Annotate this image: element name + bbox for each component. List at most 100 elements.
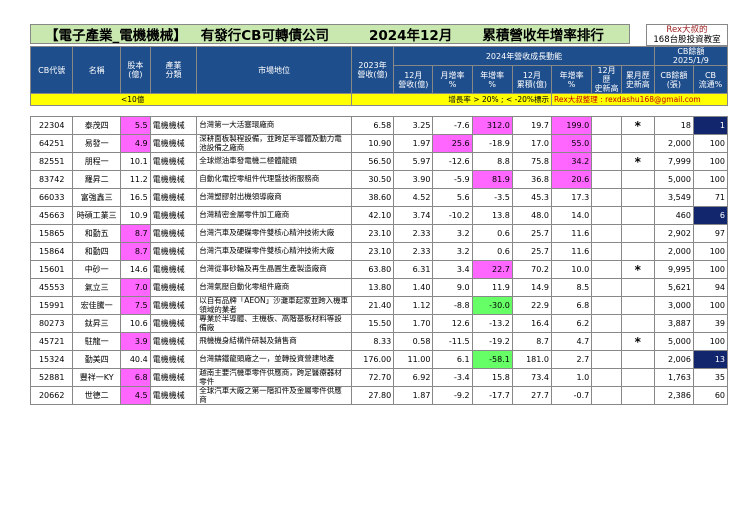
position-cell: 深耕面板製程設備，並跨足半導體及動力電池設備之廠商 [196, 134, 352, 153]
cum-cell: 73.4 [511, 368, 552, 387]
cum-yoy-cell: 11.6 [550, 224, 593, 243]
cb-code-cell: 15865 [29, 224, 74, 243]
table-row[interactable]: 15601 中砂一 14.6 電機機械 台灣從事砂輪及再生晶圓生產製造廠商 63.80 6.… [29, 260, 729, 279]
dec-rev-cell: 3.25 [393, 116, 434, 135]
industry-cell: 電機機械 [149, 314, 198, 333]
table-row[interactable]: 80273 鈦昇三 10.6 電機機械 專業於半導體、主機板、高階基板材料等設備廠 15.… [29, 314, 729, 333]
table-row[interactable]: 83742 羅昇二 11.2 電機機械 自動化電控零組件代理暨技術服務商 30.50 3.9… [29, 170, 729, 189]
title-period: 2024年12月 [368, 28, 453, 44]
dec-rev-cell: 1.87 [393, 386, 434, 405]
table-row[interactable]: 82551 朋程一 10.1 電機機械 全球燃油車發電機二極體龍頭 56.50 5.97 -1… [29, 152, 729, 171]
cum-cell: 181.0 [511, 350, 552, 369]
industry-cell: 電機機械 [149, 350, 198, 369]
table-row[interactable]: 45721 駐龍一 3.9 電機機械 飛機機身結構件研製及銷售商 8.33 0.58 -11.… [29, 332, 729, 351]
industry-cell: 電機機械 [149, 188, 198, 207]
table-row[interactable]: 20662 世德二 4.5 電機機械 全球汽車大廠之第一階扣件及金屬零件供應商 27.80… [29, 386, 729, 405]
dec-rev-cell: 6.92 [393, 368, 434, 387]
capital-cell: 3.9 [120, 332, 151, 351]
cb-flow-cell: 100 [692, 134, 729, 153]
dec-high-cell [591, 314, 622, 333]
dec-high-cell [591, 386, 622, 405]
dec-rev-cell: 0.58 [393, 332, 434, 351]
industry-cell: 電機機械 [149, 206, 198, 225]
cb-flow-cell: 100 [692, 152, 729, 171]
rev2023-cell: 13.80 [350, 278, 395, 297]
position-cell: 越南主要汽機車零件供應商，跨足醫療器材零件 [196, 368, 352, 387]
cum-yoy-cell: 6.8 [550, 296, 593, 315]
cb-balance-cell: 9,995 [653, 260, 694, 279]
table-row[interactable]: 45663 時碩工業三 10.9 電機機械 台灣精密金屬零件加工廠商 42.10 3.74-… [29, 206, 729, 225]
table-row[interactable]: 15864 和勤四 8.7 電機機械 台灣汽車及硬碟零件雙核心精沖技術大廠 23.10 2.… [29, 242, 729, 261]
rev2023-cell: 72.70 [350, 368, 395, 387]
cb-flow-cell: 60 [692, 386, 729, 405]
cum-cell: 48.0 [511, 206, 552, 225]
capital-cell: 16.5 [120, 188, 151, 207]
cb-flow-cell: 1 [692, 116, 729, 135]
cb-balance-cell: 3,549 [653, 188, 694, 207]
name-cell: 泰茂四 [72, 116, 122, 135]
rev2023-cell: 15.50 [350, 314, 395, 333]
dec-high-cell [591, 206, 622, 225]
table-row[interactable]: 66033 富強鑫三 16.5 電機機械 台灣塑膠射出機領導廠商 38.60 4.52 5.6… [29, 188, 729, 207]
position-cell: 以自有品牌「AEON」沙灘車起家並跨入機車領域的業者 [196, 296, 352, 315]
cum-cell: 19.7 [511, 116, 552, 135]
mom-cell: 6.1 [432, 350, 473, 369]
table-row[interactable]: 52881 豐祥一KY 6.8 電機機械 越南主要汽機車零件供應商，跨足醫療器材零件 72… [29, 368, 729, 387]
cum-yoy-cell: 34.2 [550, 152, 593, 171]
mom-cell: 9.0 [432, 278, 473, 297]
table-row[interactable]: 15991 宏佳騰一 7.5 電機機械 以自有品牌「AEON」沙灘車起家並跨入機車領域的… [29, 296, 729, 315]
cum-yoy-cell: 1.0 [550, 368, 593, 387]
capital-threshold-note: <10億 [30, 93, 352, 106]
industry-cell: 電機機械 [149, 368, 198, 387]
cum-yoy-cell: 10.0 [550, 260, 593, 279]
capital-cell: 6.8 [120, 368, 151, 387]
capital-cell: 10.6 [120, 314, 151, 333]
dec-high-cell [591, 134, 622, 153]
cum-yoy-cell: -0.7 [550, 386, 593, 405]
dec-high-cell [591, 332, 622, 351]
cum-yoy-cell: 17.3 [550, 188, 593, 207]
mom-cell: -7.6 [432, 116, 473, 135]
rev2023-cell: 56.50 [350, 152, 395, 171]
rev2023-cell: 21.40 [350, 296, 395, 315]
dec-rev-cell: 1.70 [393, 314, 434, 333]
industry-cell: 電機機械 [149, 152, 198, 171]
title-bar: 【電子產業_電機機械】 有發行CB可轉債公司 2024年12月 累積營收年增率排… [30, 24, 630, 44]
growth-threshold-note: 增長率 > 20% ; < -20%標示 [350, 93, 552, 106]
table-row[interactable]: 45553 氣立三 7.0 電機機械 台灣氣壓自動化零組件廠商 13.80 1.40 9.0 1… [29, 278, 729, 297]
cum-cell: 27.7 [511, 386, 552, 405]
cb-balance-cell: 7,999 [653, 152, 694, 171]
mom-cell: -5.9 [432, 170, 473, 189]
cb-balance-cell: 5,000 [653, 332, 694, 351]
cb-code-cell: 83742 [29, 170, 74, 189]
yoy-cell: 11.9 [471, 278, 513, 297]
yoy-cell: -13.2 [471, 314, 513, 333]
cb-balance-cell: 3,887 [653, 314, 694, 333]
position-cell: 飛機機身結構件研製及銷售商 [196, 332, 352, 351]
table-row[interactable]: 15324 勤美四 40.4 電機機械 台灣鑄鐵龍頭廠之一，並轉投資營建地產 176.00… [29, 350, 729, 369]
cum-high-cell [620, 224, 655, 243]
header-cb-balance: CB餘額 (張) [653, 65, 694, 94]
dec-high-cell [591, 260, 622, 279]
cum-yoy-cell: 14.0 [550, 206, 593, 225]
name-cell: 世德二 [72, 386, 122, 405]
cum-yoy-cell: 6.2 [550, 314, 593, 333]
title-sector: 【電子產業_電機機械】 [45, 28, 187, 44]
header-cb-flow: CB 流通% [692, 65, 729, 94]
table-row[interactable]: 15865 和勤五 8.7 電機機械 台灣汽車及硬碟零件雙核心精沖技術大廠 23.10 2.… [29, 224, 729, 243]
table-row[interactable]: 22304 泰茂四 5.5 電機機械 台灣第一大活塞環廠商 6.58 3.25 -7.6 312… [29, 116, 729, 135]
name-cell: 豐祥一KY [72, 368, 122, 387]
table-row[interactable]: 64251 易發一 4.9 電機機械 深耕面板製程設備，並跨足半導體及動力電池設備之廠商… [29, 134, 729, 153]
yoy-cell: -30.0 [471, 296, 513, 315]
cum-high-cell [620, 296, 655, 315]
position-cell: 全球汽車大廠之第一階扣件及金屬零件供應商 [196, 386, 352, 405]
yoy-cell: 0.6 [471, 242, 513, 261]
yoy-cell: -18.9 [471, 134, 513, 153]
dec-high-cell [591, 296, 622, 315]
yoy-cell: -19.2 [471, 332, 513, 351]
name-cell: 和勤五 [72, 224, 122, 243]
dec-rev-cell: 2.33 [393, 242, 434, 261]
cb-code-cell: 22304 [29, 116, 74, 135]
data-rows: 22304 泰茂四 5.5 電機機械 台灣第一大活塞環廠商 6.58 3.25 -7.6 312… [29, 116, 729, 405]
name-cell: 朋程一 [72, 152, 122, 171]
